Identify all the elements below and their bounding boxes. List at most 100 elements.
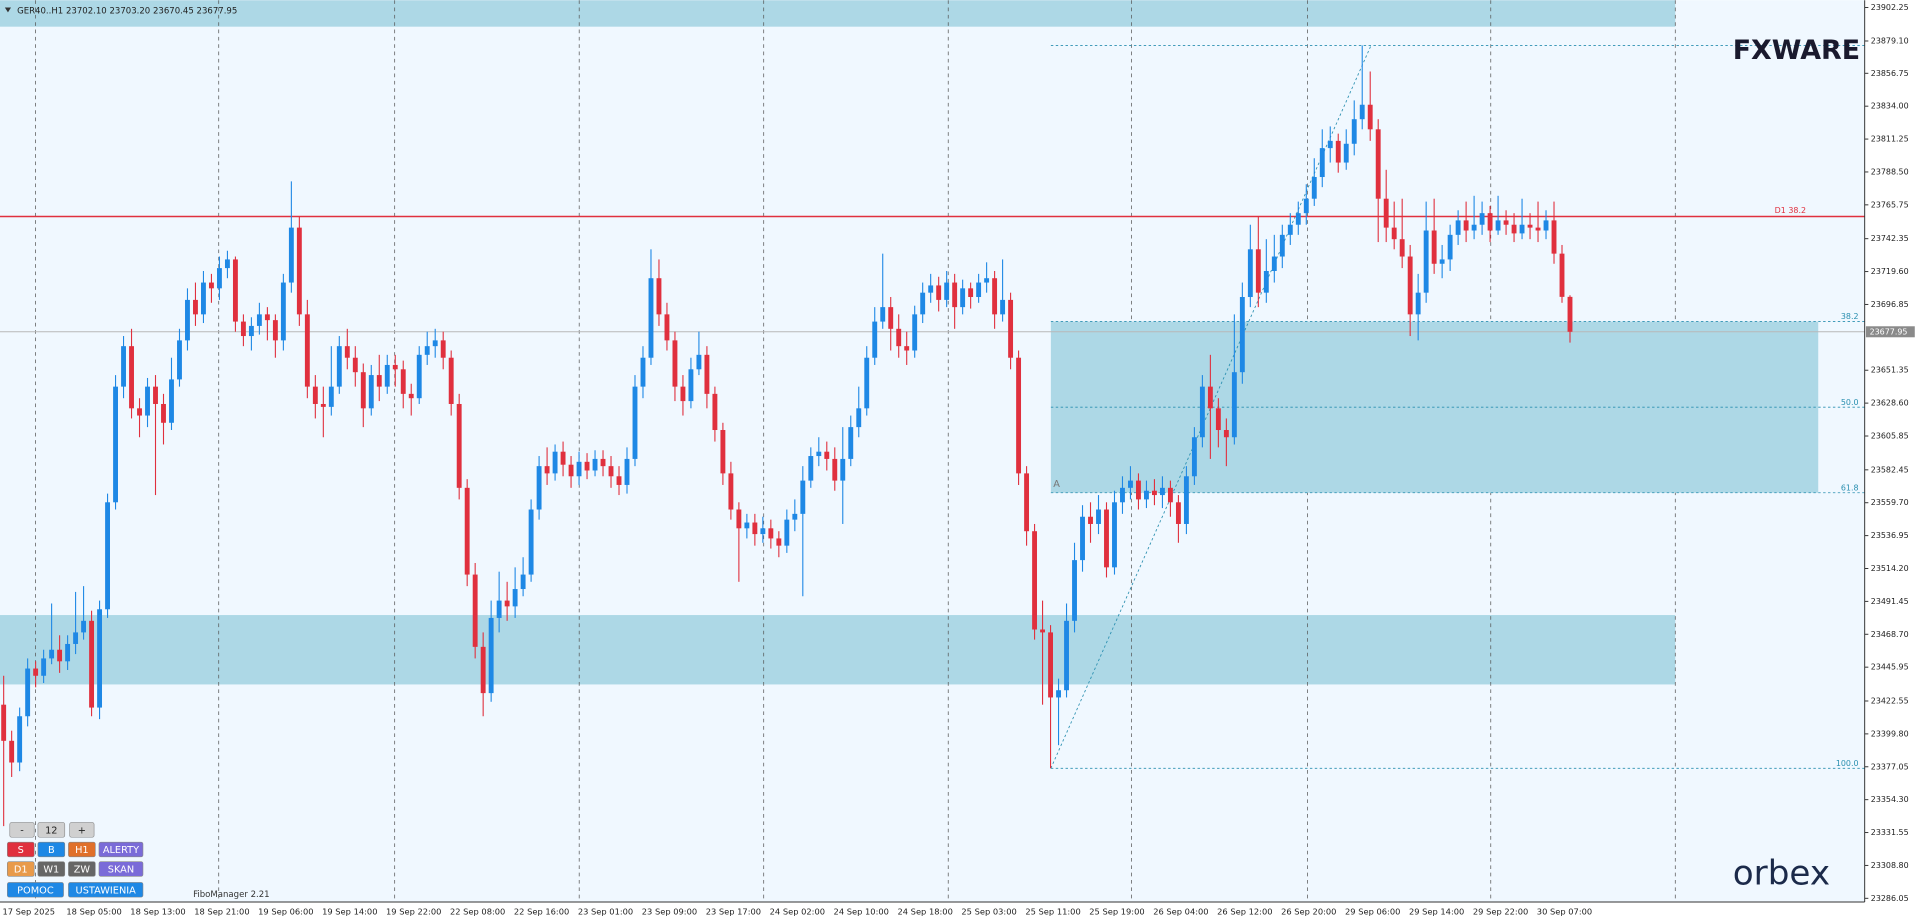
candle-body: [1503, 220, 1509, 225]
panel-button[interactable]: USTAWIENIA: [68, 882, 144, 898]
panel-button[interactable]: S: [7, 841, 35, 858]
button-label[interactable]: -: [20, 826, 24, 837]
candle-body: [1144, 490, 1149, 500]
button-label[interactable]: ALERTY: [103, 845, 139, 856]
candle-body: [296, 227, 302, 315]
candle-body: [1112, 502, 1117, 568]
panel-button[interactable]: -: [9, 822, 35, 838]
candle-body: [928, 285, 934, 293]
y-tick-label: 23514.20: [1871, 564, 1909, 573]
candle-body: [568, 464, 574, 477]
y-tick-label: 23468.70: [1871, 630, 1909, 639]
candle-body: [608, 466, 614, 477]
candle-body: [624, 458, 630, 485]
candle-body: [640, 357, 646, 387]
y-tick-label: 23491.45: [1871, 597, 1909, 606]
button-label[interactable]: POMOC: [17, 885, 54, 896]
button-bg[interactable]: [37, 841, 66, 858]
x-tick-label: 26 Sep 12:00: [1217, 906, 1272, 916]
candle-body: [776, 538, 782, 546]
fibo-level-label: 61.8: [1841, 483, 1859, 492]
button-bg[interactable]: [98, 841, 144, 858]
candle-body: [1104, 509, 1109, 568]
candle-body: [1064, 620, 1069, 691]
candle-body: [400, 369, 406, 394]
panel-button[interactable]: SKAN: [98, 861, 144, 877]
y-tick-label: 23559.70: [1871, 498, 1909, 507]
candle-body: [1136, 480, 1141, 500]
fibo-level-label: 50.0: [1841, 398, 1859, 407]
button-bg[interactable]: [7, 841, 35, 858]
candle-body: [320, 403, 326, 407]
candle-body: [193, 299, 198, 315]
menu-arrow[interactable]: [4, 7, 11, 13]
candle-body: [936, 285, 942, 300]
button-label[interactable]: +: [78, 826, 86, 837]
candle-body: [880, 307, 886, 322]
candle-body: [57, 649, 63, 662]
panel-button[interactable]: B: [37, 841, 66, 858]
button-bg[interactable]: [9, 822, 35, 838]
button-bg[interactable]: [37, 822, 66, 838]
candle-body: [352, 357, 358, 373]
candle-body: [944, 282, 950, 300]
button-bg[interactable]: [69, 822, 95, 838]
candle-body: [1271, 256, 1277, 271]
candle-body: [41, 658, 47, 676]
candle-body: [1311, 177, 1317, 199]
button-label[interactable]: SKAN: [108, 865, 134, 876]
panel-button[interactable]: H1: [68, 841, 96, 858]
y-tick-label: 23902.25: [1871, 3, 1909, 12]
panel-button[interactable]: D1: [7, 861, 35, 877]
button-bg[interactable]: [37, 861, 66, 877]
candle-body: [129, 346, 134, 409]
candle-body: [1056, 690, 1061, 698]
candle-body: [1519, 224, 1525, 234]
candle-body: [201, 282, 206, 315]
candle-body: [968, 288, 974, 298]
y-tick-label: 23651.35: [1871, 366, 1909, 375]
candle-body: [752, 522, 758, 535]
button-label[interactable]: D1: [14, 865, 28, 876]
y-tick-label: 23536.95: [1871, 531, 1909, 540]
button-label[interactable]: S: [18, 845, 24, 856]
button-label[interactable]: B: [48, 845, 55, 856]
panel-button[interactable]: W1: [37, 861, 66, 877]
panel-button[interactable]: 12: [37, 822, 66, 838]
panel-button[interactable]: ZW: [68, 861, 96, 877]
button-label[interactable]: USTAWIENIA: [76, 885, 137, 896]
button-bg[interactable]: [7, 882, 64, 898]
candle-body: [1391, 227, 1397, 240]
candle-body: [456, 403, 462, 488]
button-bg[interactable]: [98, 861, 144, 877]
button-label[interactable]: W1: [43, 865, 59, 876]
button-bg[interactable]: [7, 861, 35, 877]
candle-body: [1159, 487, 1165, 496]
button-bg[interactable]: [68, 841, 96, 858]
panel-button[interactable]: POMOC: [7, 882, 64, 898]
candle-body: [1040, 629, 1046, 633]
current-price-box: [1865, 326, 1915, 338]
candle-body: [368, 375, 374, 409]
candle-body: [248, 325, 254, 337]
panel-button[interactable]: +: [69, 822, 95, 838]
close-label: 23677.95: [197, 6, 238, 16]
candle-body: [1263, 270, 1269, 293]
candle-body: [9, 740, 15, 763]
x-tick-label: 23 Sep 01:00: [578, 906, 633, 916]
panel-button[interactable]: ALERTY: [98, 841, 144, 858]
candle-body: [1303, 198, 1309, 214]
candle-body: [1096, 509, 1101, 524]
button-bg[interactable]: [68, 882, 144, 898]
candle-body: [1032, 531, 1038, 630]
button-label[interactable]: ZW: [74, 865, 91, 876]
button-label[interactable]: H1: [75, 845, 89, 856]
candle-body: [1487, 213, 1493, 231]
y-tick-label: 23879.10: [1871, 36, 1909, 45]
button-label[interactable]: 12: [45, 826, 57, 837]
button-bg[interactable]: [68, 861, 96, 877]
candle-body: [704, 354, 710, 394]
candle-body: [920, 292, 926, 315]
y-tick-label: 23788.50: [1871, 167, 1909, 176]
candle-body: [1511, 224, 1517, 234]
